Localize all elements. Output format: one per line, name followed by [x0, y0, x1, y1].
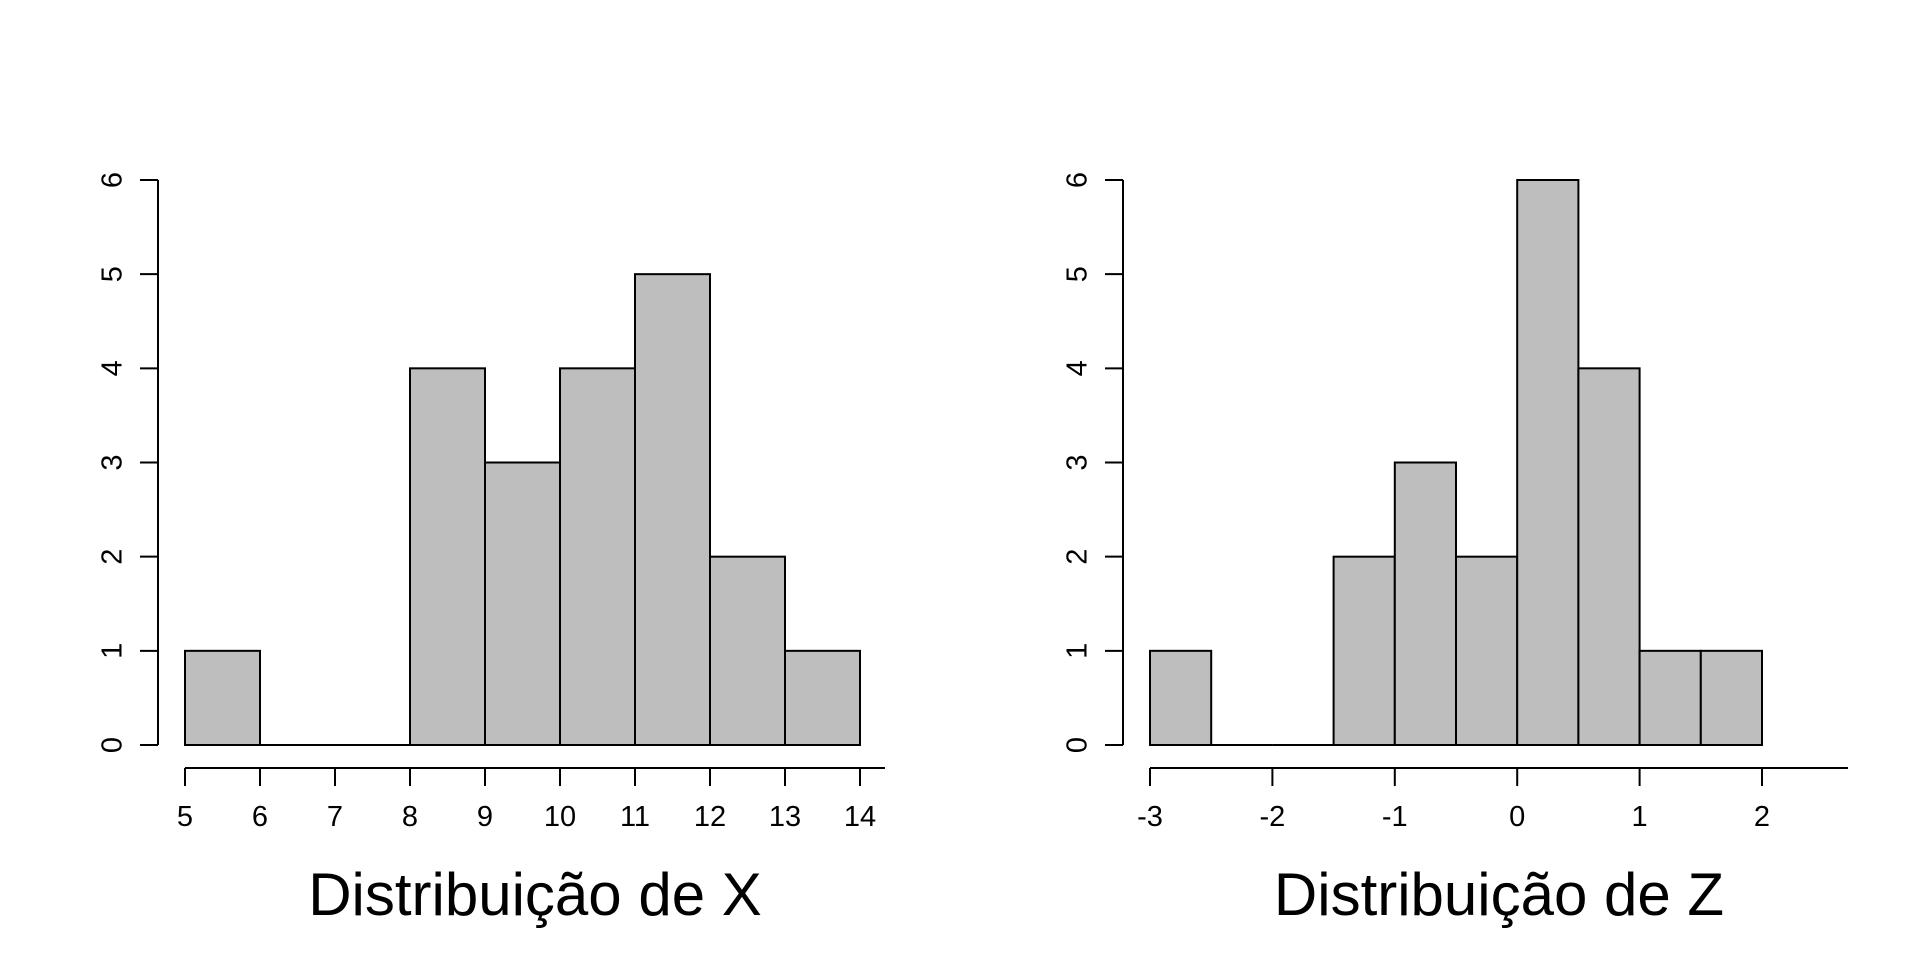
y-axis: 0 1 2 3 4 5 6 — [1062, 172, 1124, 753]
y-tick-label: 1 — [97, 643, 129, 659]
x-tick-label: 7 — [327, 801, 343, 833]
y-tick-label: 1 — [1062, 643, 1094, 659]
histogram-bar — [484, 461, 561, 746]
x-tick-label: 5 — [177, 801, 193, 833]
histogram-bar — [1699, 649, 1764, 746]
histogram-bar — [559, 367, 636, 746]
histogram-bar — [1516, 179, 1580, 746]
y-tick-label: 4 — [1062, 360, 1094, 376]
x-axis-title: Distribuição de Z — [1274, 861, 1724, 928]
histogram-bar — [1577, 367, 1641, 746]
y-tick-label: 3 — [1062, 454, 1094, 470]
histogram-bar — [634, 273, 711, 746]
histogram-bar — [1455, 555, 1519, 747]
x-tick-label: 10 — [544, 801, 576, 833]
y-tick-label: 0 — [97, 737, 129, 753]
y-tick-label: 2 — [97, 549, 129, 565]
x-tick-label: -3 — [1137, 801, 1163, 833]
x-tick-label: 9 — [477, 801, 493, 833]
y-tick-label: 6 — [1062, 172, 1094, 188]
y-axis: 0 1 2 3 4 5 6 — [97, 172, 159, 753]
x-axis-title: Distribuição de X — [308, 861, 762, 928]
x-tick-label: 14 — [844, 801, 876, 833]
y-tick-label: 3 — [97, 454, 129, 470]
x-tick-label: 2 — [1754, 801, 1770, 833]
x-axis: 5 6 7 8 9 10 11 12 13 14 — [177, 767, 885, 833]
histogram-panel-z: 0 1 2 3 4 5 6 -3 -2 -1 0 1 2 Distribuição de Z — [1062, 172, 1848, 928]
x-tick-label: 13 — [769, 801, 801, 833]
x-tick-label: 8 — [402, 801, 418, 833]
histogram-bar — [709, 555, 786, 747]
y-tick-label: 2 — [1062, 549, 1094, 565]
y-tick-label: 6 — [97, 172, 129, 188]
histogram-bar — [1332, 555, 1396, 747]
histogram-bar — [1393, 461, 1458, 746]
histogram-bars — [1149, 179, 1764, 747]
histogram-bar — [784, 649, 861, 746]
x-tick-label: -2 — [1260, 801, 1286, 833]
histogram-bar — [1638, 649, 1702, 746]
histogram-bars — [184, 273, 861, 747]
x-axis: -3 -2 -1 0 1 2 — [1137, 767, 1848, 833]
x-tick-label: 0 — [1509, 801, 1525, 833]
y-tick-label: 0 — [1062, 737, 1094, 753]
x-tick-label: 12 — [694, 801, 726, 833]
y-tick-label: 5 — [1062, 266, 1094, 282]
histogram-bar — [184, 649, 261, 746]
y-tick-label: 5 — [97, 266, 129, 282]
y-tick-label: 4 — [97, 360, 129, 376]
histogram-bar — [1149, 649, 1213, 746]
x-tick-label: 11 — [620, 801, 650, 833]
x-tick-label: 6 — [252, 801, 268, 833]
histogram-bar — [409, 367, 486, 746]
x-tick-label: 1 — [1632, 801, 1648, 833]
x-tick-label: -1 — [1382, 801, 1408, 833]
